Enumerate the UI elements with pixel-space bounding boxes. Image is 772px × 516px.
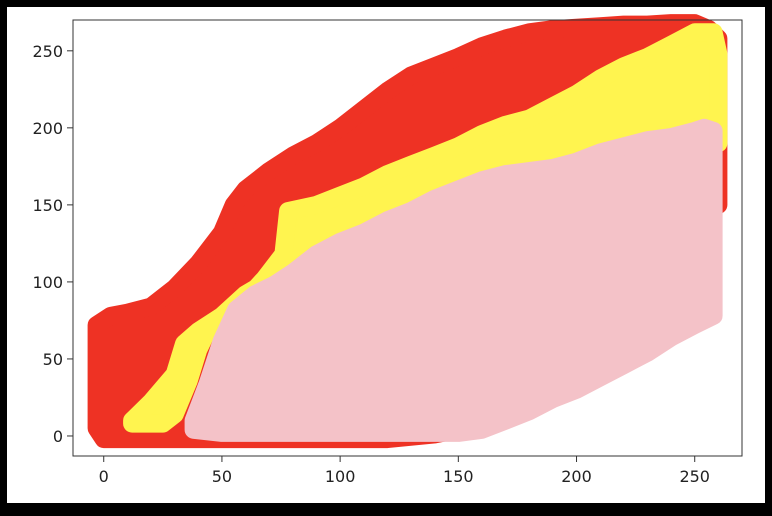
y-tick-label: 250 (32, 42, 63, 61)
x-tick-label: 0 (99, 467, 109, 486)
plot-frame (72, 19, 743, 457)
series-3-points (184, 118, 723, 442)
y-axis: 0 50 100 150 200 250 (32, 42, 73, 446)
series-layer (87, 14, 728, 449)
x-tick-label: 150 (443, 467, 474, 486)
y-tick-label: 50 (43, 350, 63, 369)
y-tick-label: 0 (53, 427, 63, 446)
y-tick-label: 150 (32, 196, 63, 215)
x-tick-label: 100 (325, 467, 356, 486)
y-tick-label: 100 (32, 273, 63, 292)
y-tick-label: 200 (32, 119, 63, 138)
x-tick-label: 200 (561, 467, 592, 486)
x-tick-label: 250 (679, 467, 710, 486)
x-axis: 0 50 100 150 200 250 (99, 456, 710, 486)
x-tick-label: 50 (212, 467, 232, 486)
